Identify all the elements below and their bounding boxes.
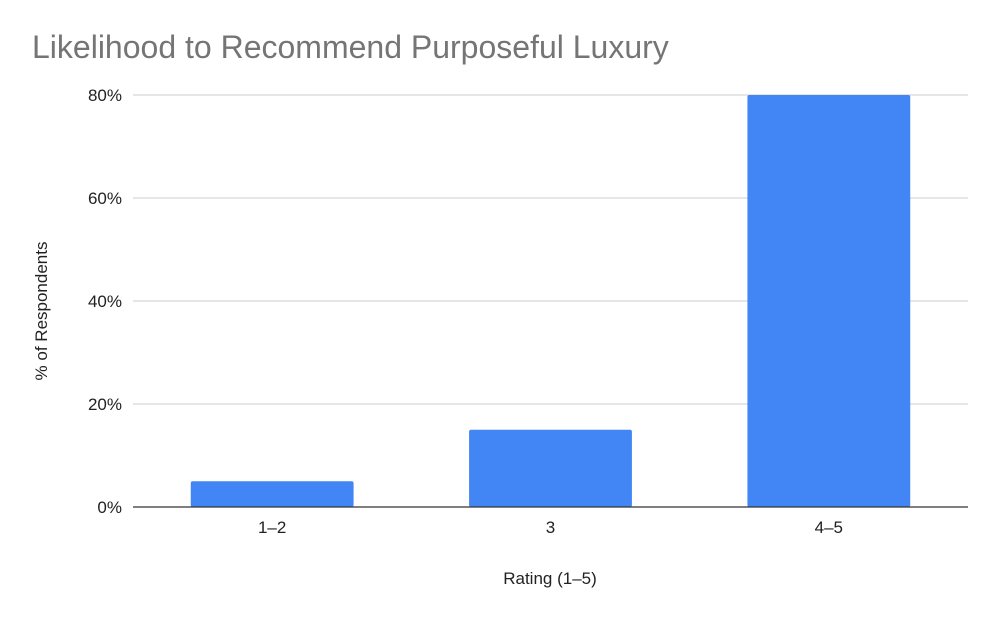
bar	[469, 429, 632, 507]
y-tick-label: 0%	[97, 498, 122, 517]
x-axis-label: Rating (1–5)	[503, 569, 597, 588]
y-tick-label: 80%	[88, 86, 122, 105]
y-tick-label: 40%	[88, 292, 122, 311]
y-tick-label: 60%	[88, 189, 122, 208]
bar	[747, 95, 911, 507]
y-axis-ticks: 0% 20% 40% 60% 80%	[88, 86, 122, 517]
x-axis-ticks: 1–2 3 4–5	[258, 518, 843, 537]
x-tick-label: 1–2	[258, 518, 286, 537]
x-tick-label: 3	[546, 518, 555, 537]
x-tick-label: 4–5	[815, 518, 843, 537]
y-tick-label: 20%	[88, 395, 122, 414]
bars	[190, 95, 911, 507]
y-axis-label: % of Respondents	[32, 242, 51, 381]
bar	[190, 481, 354, 507]
chart-title: Likelihood to Recommend Purposeful Luxur…	[32, 29, 669, 65]
